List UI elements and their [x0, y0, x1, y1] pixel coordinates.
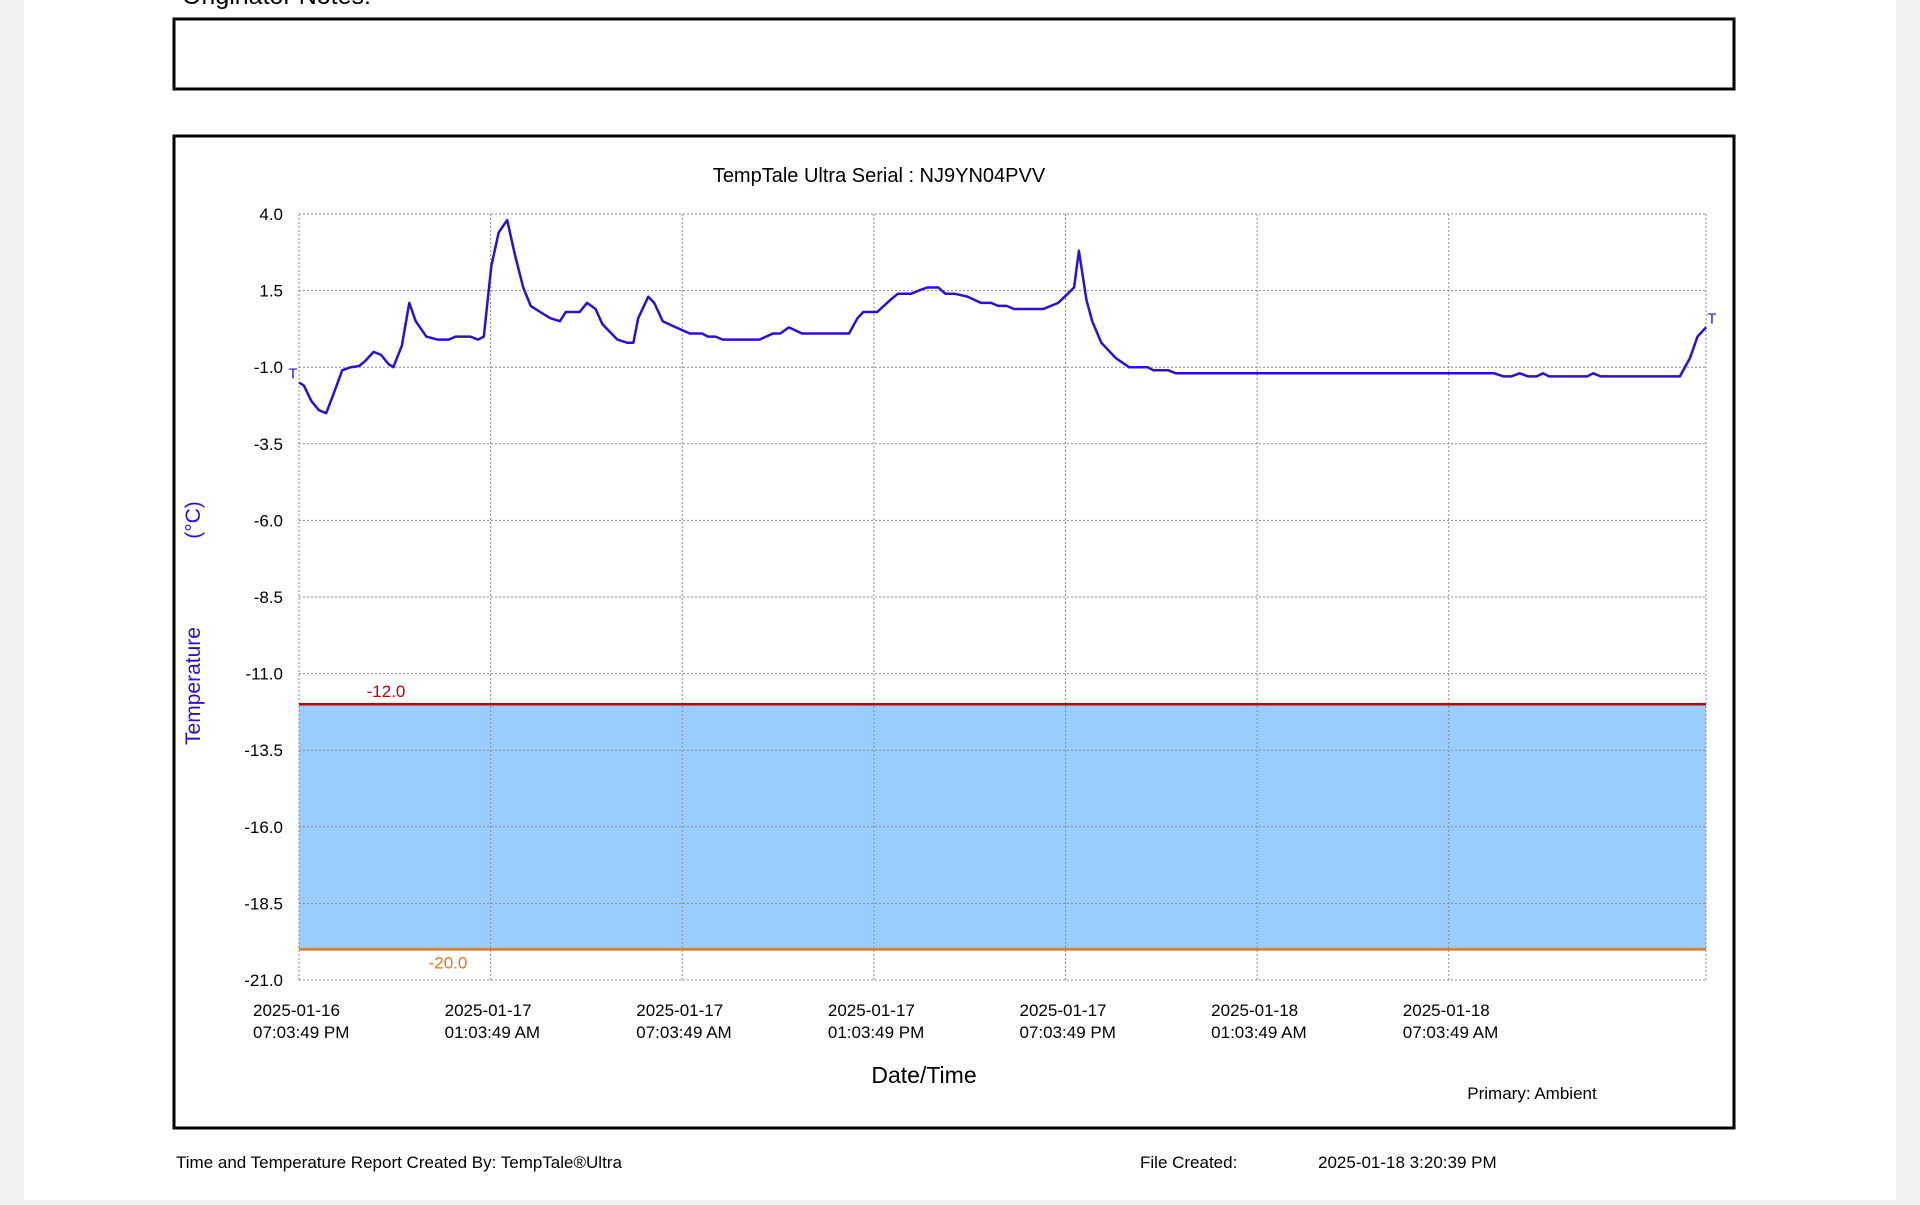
- x-axis-title: Date/Time: [871, 1062, 976, 1088]
- x-tick-label: 2025-01-17 07:03:49 AM: [636, 1001, 731, 1042]
- y-axis-title: Temperature: [182, 627, 205, 745]
- y-tick-label: -13.5: [244, 741, 283, 760]
- footer-created-by: Time and Temperature Report Created By: …: [176, 1153, 622, 1172]
- y-axis-unit: (°C): [182, 501, 205, 539]
- limit-band: [299, 704, 1706, 950]
- y-tick-label: -16.0: [244, 818, 283, 837]
- y-tick-label: 4.0: [259, 205, 283, 224]
- notes-box: [172, 17, 1736, 91]
- chart-box: [172, 134, 1736, 1130]
- x-tick-label: 2025-01-17 07:03:49 PM: [1020, 1001, 1116, 1042]
- trip-marker-start: T: [288, 366, 297, 383]
- footer-file-created: 2025-01-18 3:20:39 PM: [1318, 1153, 1497, 1172]
- x-tick-label: 2025-01-17 01:03:49 PM: [828, 1001, 924, 1042]
- y-tick-label: 1.5: [259, 282, 283, 301]
- x-tick-label: 2025-01-16 07:03:49 PM: [253, 1001, 349, 1042]
- y-tick-label: -8.5: [254, 588, 283, 607]
- limit-label: -20.0: [429, 953, 468, 972]
- legend: Primary: Ambient: [1467, 1084, 1597, 1103]
- notes-label: Originator Notes:: [182, 0, 371, 10]
- y-tick-label: -21.0: [244, 971, 283, 990]
- y-tick-label: -1.0: [254, 358, 283, 377]
- chart-title: TempTale Ultra Serial : NJ9YN04PVV: [713, 165, 1046, 187]
- x-tick-label: 2025-01-18 07:03:49 AM: [1403, 1001, 1498, 1042]
- series-line: [298, 218, 1707, 415]
- y-tick-label: -3.5: [254, 435, 283, 454]
- y-tick-label: -18.5: [244, 894, 283, 913]
- trip-marker-end: T: [1707, 310, 1716, 327]
- footer-file-created-label: File Created:: [1140, 1153, 1237, 1172]
- paper: [24, 0, 1896, 1200]
- x-tick-label: 2025-01-18 01:03:49 AM: [1211, 1001, 1306, 1042]
- limit-label: -12.0: [367, 682, 406, 701]
- x-tick-label: 2025-01-17 01:03:49 AM: [445, 1001, 540, 1042]
- y-tick-label: -11.0: [246, 665, 284, 684]
- y-tick-label: -6.0: [254, 511, 283, 530]
